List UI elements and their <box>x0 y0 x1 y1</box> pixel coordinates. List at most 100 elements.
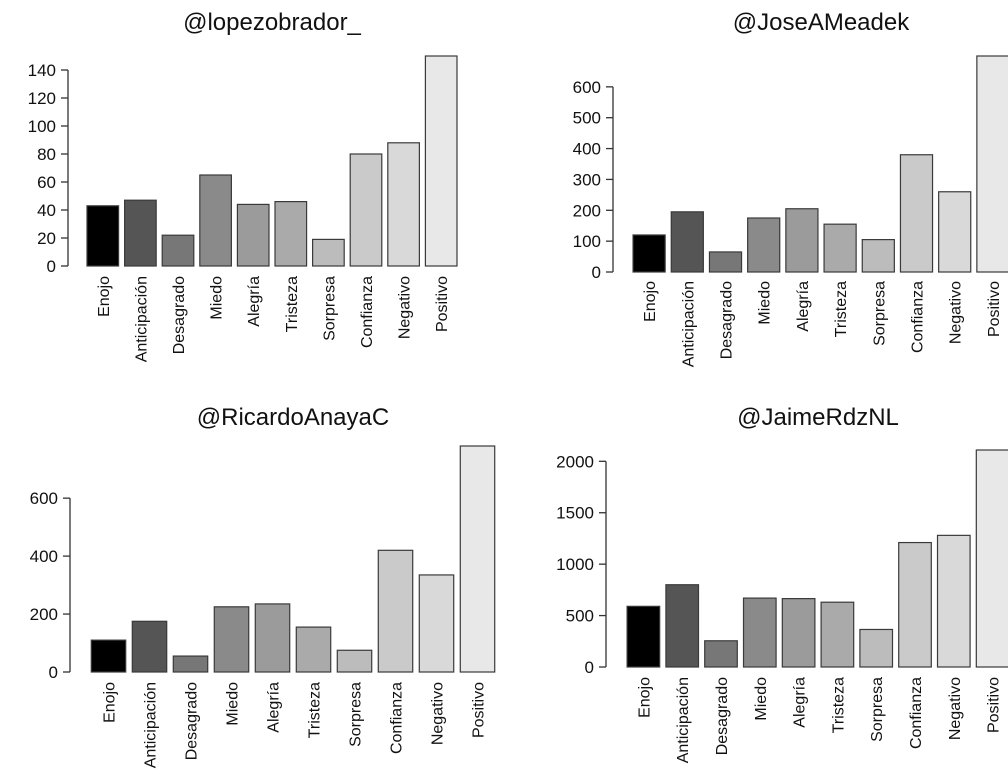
category-label: Confianza <box>910 281 927 353</box>
bar-alegría <box>236 203 270 267</box>
y-tick-label: 0 <box>585 658 594 677</box>
y-tick-label: 20 <box>37 229 56 248</box>
category-label: Anticipación <box>680 281 697 367</box>
y-tick-label: 80 <box>37 145 56 164</box>
category-label: Alegría <box>795 281 812 332</box>
bar-anticipación <box>670 211 704 273</box>
category-label: Negativo <box>947 677 964 740</box>
category-label: Positivo <box>986 281 1003 337</box>
bar-sorpresa <box>861 239 895 273</box>
category-label: Enojo <box>102 682 119 723</box>
bar-desagrado <box>704 640 738 668</box>
chart-title: @JaimeRdzNL <box>737 404 899 431</box>
bar-confianza <box>377 549 414 673</box>
bar-positivo <box>424 55 458 267</box>
bar-desagrado <box>708 251 743 273</box>
y-tick-label: 60 <box>37 173 56 192</box>
y-tick-label: 200 <box>573 201 601 220</box>
bar-enojo <box>632 234 666 273</box>
chart-title: @JoseAMeadek <box>733 9 910 36</box>
bar-negativo <box>387 142 420 267</box>
bar-enojo <box>90 639 127 673</box>
bar-positivo <box>459 445 496 673</box>
category-label: Alegría <box>266 682 283 733</box>
y-tick-label: 400 <box>573 140 601 159</box>
category-label: Tristeza <box>833 281 850 337</box>
y-tick-label: 400 <box>30 547 58 566</box>
y-tick-label: 100 <box>28 117 56 136</box>
category-label: Anticipación <box>133 276 150 362</box>
category-label: Desagrado <box>171 276 188 354</box>
category-label: Desagrado <box>184 682 201 760</box>
category-label: Negativo <box>948 281 965 344</box>
bar-miedo <box>213 606 250 673</box>
category-label: Positivo <box>986 677 1003 733</box>
category-label: Alegría <box>246 276 263 327</box>
category-label: Confianza <box>359 276 376 348</box>
bar-alegría <box>254 603 291 673</box>
y-tick-label: 40 <box>37 201 56 220</box>
y-tick-label: 0 <box>47 257 56 276</box>
category-label: Negativo <box>397 276 414 339</box>
category-label: Tristeza <box>830 677 847 733</box>
category-label: Positivo <box>471 682 488 738</box>
bar-sorpresa <box>312 238 345 267</box>
bar-sorpresa <box>336 649 373 673</box>
bar-anticipación <box>124 199 157 267</box>
category-label: Confianza <box>908 677 925 749</box>
y-tick-label: 0 <box>49 663 58 682</box>
bar-tristeza <box>820 601 855 668</box>
category-label: Enojo <box>96 276 113 317</box>
category-label: Miedo <box>753 677 770 721</box>
bar-alegría <box>785 208 819 273</box>
chart-title: @lopezobrador_ <box>183 9 361 36</box>
category-label: Desagrado <box>719 281 736 359</box>
bar-miedo <box>199 174 232 267</box>
category-label: Sorpresa <box>348 682 365 747</box>
category-label: Miedo <box>757 281 774 325</box>
category-label: Enojo <box>642 281 659 322</box>
y-tick-label: 1500 <box>556 504 594 523</box>
category-label: Sorpresa <box>869 677 886 742</box>
bar-anticipación <box>131 620 168 673</box>
bar-desagrado <box>172 655 209 673</box>
category-label: Sorpresa <box>321 276 338 341</box>
chart-panel-2: @JoseAMeadek 0 100 200 300 400 500 600 Enojo Anti… <box>573 9 1008 367</box>
bar-alegría <box>781 598 816 668</box>
bar-positivo <box>976 55 1008 273</box>
bar-negativo <box>418 574 455 673</box>
chart-panel-1: @lopezobrador_ 0 20 40 60 80 100 120 140 Enojo Ant… <box>28 9 458 362</box>
y-tick-label: 500 <box>566 607 594 626</box>
bar-confianza <box>349 153 383 267</box>
bar-sorpresa <box>859 628 894 668</box>
category-label: Sorpresa <box>871 281 888 346</box>
category-label: Negativo <box>430 682 447 745</box>
bar-anticipación <box>665 584 700 668</box>
bar-miedo <box>747 217 781 273</box>
chart-panel-4: @JaimeRdzNL 0 500 1000 1500 2000 Enojo Anticipa… <box>556 404 1008 763</box>
bar-confianza <box>899 154 934 273</box>
bar-positivo <box>975 449 1008 668</box>
category-label: Tristeza <box>307 682 324 738</box>
category-label: Positivo <box>434 276 451 332</box>
category-label: Anticipación <box>675 677 692 763</box>
y-tick-label: 600 <box>30 489 58 508</box>
y-tick-label: 600 <box>573 78 601 97</box>
category-label: Anticipación <box>143 682 160 768</box>
bar-negativo <box>938 191 972 273</box>
y-tick-label: 120 <box>28 89 56 108</box>
y-tick-label: 0 <box>592 263 601 282</box>
category-label: Desagrado <box>714 677 731 755</box>
bar-desagrado <box>161 234 195 267</box>
bar-enojo <box>626 605 661 668</box>
bar-confianza <box>898 541 932 668</box>
y-tick-label: 2000 <box>556 452 594 471</box>
bar-tristeza <box>295 626 332 673</box>
y-tick-label: 300 <box>573 170 601 189</box>
bar-negativo <box>936 534 971 668</box>
bar-tristeza <box>823 223 857 273</box>
y-tick-label: 200 <box>30 605 58 624</box>
y-tick-label: 500 <box>573 109 601 128</box>
y-tick-label: 140 <box>28 61 56 80</box>
